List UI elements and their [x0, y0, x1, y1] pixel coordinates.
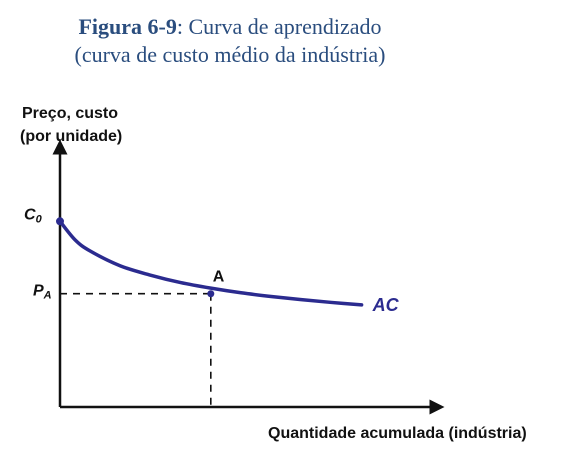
pa-label-sub: A: [43, 290, 52, 302]
y-axis-label-line1: Preço, custo: [22, 105, 118, 122]
c0-point: [56, 217, 64, 226]
x-axis-label: Quantidade acumulada (indústria): [268, 425, 527, 442]
chart-title-rest: : Curva de aprendizado: [177, 14, 382, 39]
point-a-marker: [207, 290, 215, 298]
c0-label-main: C: [24, 206, 36, 223]
y-axis-label-line2: (por unidade): [20, 128, 122, 145]
pa-label: PA: [33, 283, 52, 302]
c0-label-sub: 0: [36, 213, 43, 225]
guides: [60, 292, 212, 407]
point-a-label: A: [213, 269, 225, 286]
ac-curve: [58, 219, 364, 307]
series-label-ac: AC: [372, 295, 400, 315]
chart-title: Figura 6-9: Curva de aprendizado: [78, 14, 381, 39]
chart-subtitle: (curva de custo médio da indústria): [75, 42, 386, 67]
pa-label-main: P: [33, 283, 44, 300]
axes: [52, 139, 445, 415]
c0-label: C0: [24, 206, 43, 225]
chart-title-bold: Figura 6-9: [78, 14, 176, 39]
curve-layer: [56, 217, 364, 307]
